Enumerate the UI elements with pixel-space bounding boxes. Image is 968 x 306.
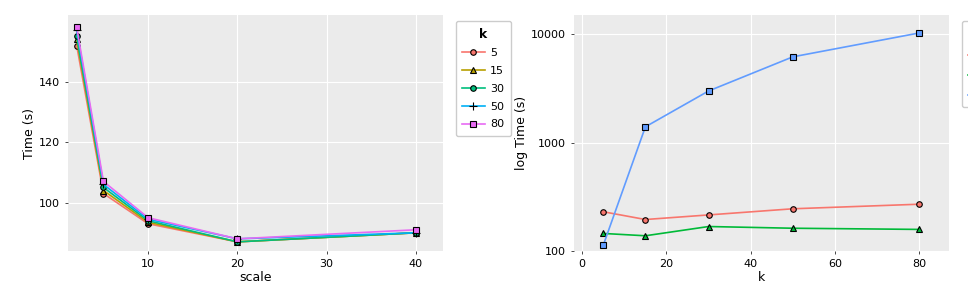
Line: 5: 5 <box>74 43 418 244</box>
80 <box>98 180 109 183</box>
Y-axis label: Time (s): Time (s) <box>23 108 36 159</box>
80 <box>71 25 82 29</box>
15 <box>98 189 109 192</box>
Legend: obj2, obj5, pixel: obj2, obj5, pixel <box>961 21 968 107</box>
Line: 80: 80 <box>74 24 418 242</box>
obj5 <box>640 234 651 238</box>
X-axis label: scale: scale <box>239 271 271 284</box>
50 <box>71 28 82 32</box>
15 <box>410 231 422 235</box>
Line: 15: 15 <box>74 37 418 244</box>
30 <box>231 240 243 244</box>
obj2 <box>787 207 799 211</box>
80 <box>142 216 154 219</box>
obj2 <box>597 210 609 214</box>
50 <box>98 183 109 186</box>
obj2 <box>640 218 651 221</box>
obj5 <box>703 225 714 228</box>
pixel <box>787 55 799 59</box>
5 <box>142 222 154 226</box>
Y-axis label: log Time (s): log Time (s) <box>515 96 529 170</box>
obj2 <box>914 202 925 206</box>
Line: 30: 30 <box>74 34 418 244</box>
50 <box>142 217 154 221</box>
Line: pixel: pixel <box>600 30 922 248</box>
30 <box>410 231 422 235</box>
80 <box>231 237 243 241</box>
80 <box>410 228 422 232</box>
30 <box>142 219 154 222</box>
obj2 <box>703 213 714 217</box>
5 <box>71 44 82 47</box>
50 <box>231 237 243 241</box>
5 <box>98 192 109 195</box>
15 <box>231 240 243 244</box>
15 <box>71 38 82 41</box>
15 <box>142 220 154 224</box>
Legend: 5, 15, 30, 50, 80: 5, 15, 30, 50, 80 <box>456 21 511 136</box>
30 <box>98 186 109 189</box>
pixel <box>597 243 609 247</box>
obj5 <box>787 226 799 230</box>
pixel <box>914 31 925 35</box>
50 <box>410 231 422 235</box>
X-axis label: k: k <box>758 271 765 284</box>
obj5 <box>597 232 609 235</box>
5 <box>410 231 422 235</box>
Line: obj5: obj5 <box>600 224 922 239</box>
5 <box>231 240 243 244</box>
obj5 <box>914 228 925 231</box>
pixel <box>703 89 714 93</box>
pixel <box>640 125 651 129</box>
Line: obj2: obj2 <box>600 201 922 222</box>
30 <box>71 35 82 38</box>
Line: 50: 50 <box>73 26 420 243</box>
